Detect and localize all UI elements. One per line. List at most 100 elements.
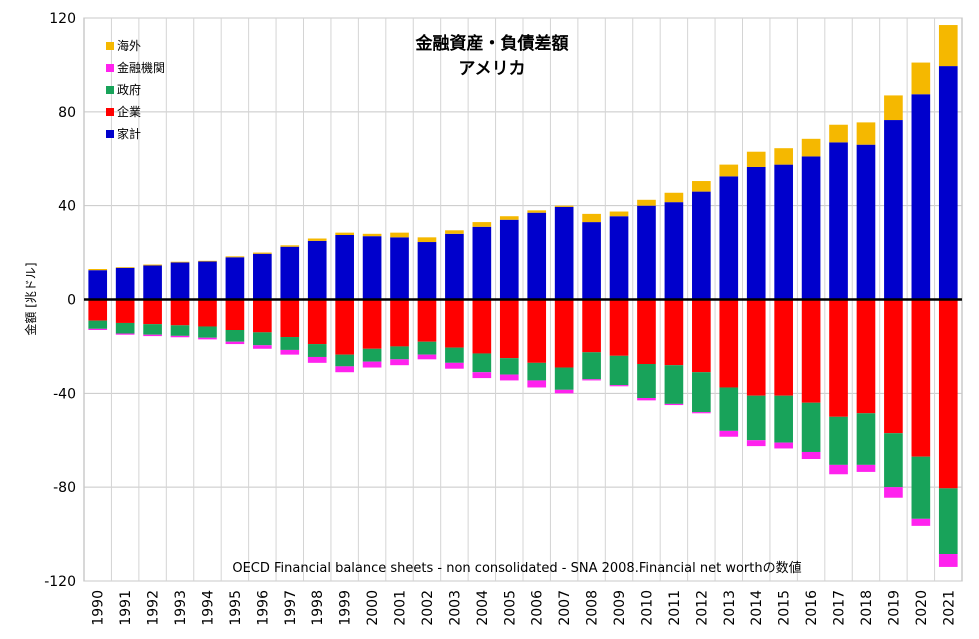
bar-1990-企業 [88, 299, 108, 321]
x-tick-label: 2007 [557, 590, 573, 626]
x-tick-label: 1998 [310, 590, 326, 626]
x-tick-label: 2018 [859, 590, 875, 626]
x-tick-label: 2000 [365, 590, 381, 626]
bar-2012-政府 [692, 372, 711, 413]
bar-2007-金融機関 [554, 389, 574, 394]
bar-2002-政府 [417, 341, 437, 355]
bar-2003-家計 [445, 233, 464, 300]
bar-2011-海外 [664, 192, 684, 203]
bar-1995-政府 [225, 329, 245, 342]
x-tick-label: 1997 [283, 590, 299, 626]
bar-1996-金融機関 [253, 345, 272, 349]
x-tick-label: 2014 [749, 590, 765, 626]
bar-1991-政府 [115, 322, 135, 334]
bar-2009-海外 [609, 211, 629, 217]
y-axis-label: 金額 [兆ドル] [23, 262, 38, 335]
legend-label: 家計 [117, 126, 141, 141]
bar-2006-家計 [527, 212, 547, 300]
bar-2001-金融機関 [390, 359, 409, 366]
bar-2020-政府 [911, 456, 931, 519]
bar-1995-家計 [225, 257, 245, 300]
bar-1992-海外 [143, 264, 162, 266]
bar-2000-金融機関 [362, 361, 382, 368]
bar-2018-家計 [856, 144, 876, 300]
bar-2012-金融機関 [692, 412, 711, 414]
bar-2002-家計 [417, 242, 437, 300]
bar-2007-家計 [554, 206, 574, 300]
bar-2016-海外 [801, 138, 821, 157]
legend-item: 政府 [106, 82, 141, 97]
bar-1991-企業 [115, 299, 135, 323]
x-tick-label: 2016 [804, 590, 820, 626]
x-tick-label: 1996 [255, 590, 271, 626]
bar-1997-金融機関 [280, 349, 300, 355]
chart-subtitle: アメリカ [458, 59, 525, 79]
y-tick-label: 40 [58, 199, 76, 215]
bar-1991-海外 [115, 267, 135, 268]
x-tick-label: 2001 [393, 590, 409, 626]
bar-1999-海外 [335, 232, 354, 235]
legend-item: 金融機関 [106, 60, 165, 75]
legend-swatch [106, 42, 114, 50]
bar-2013-金融機関 [719, 430, 739, 437]
bar-2005-家計 [499, 219, 519, 300]
bar-1999-企業 [335, 299, 354, 355]
bar-2001-海外 [390, 232, 409, 238]
bar-2004-海外 [472, 222, 492, 227]
bar-2016-金融機関 [801, 451, 821, 460]
source-note: OECD Financial balance sheets - non cons… [232, 560, 801, 576]
bar-2011-政府 [664, 365, 684, 404]
bar-1990-政府 [88, 320, 108, 329]
legend-label: 政府 [117, 82, 141, 97]
bar-2015-海外 [774, 148, 793, 165]
bar-2014-金融機関 [746, 440, 766, 447]
bar-2015-家計 [774, 164, 793, 300]
bar-2017-政府 [829, 416, 848, 465]
legend-swatch [106, 108, 114, 116]
bar-1992-家計 [143, 265, 162, 300]
x-tick-label: 1995 [228, 590, 244, 626]
bar-1995-金融機関 [225, 341, 245, 345]
bar-2011-金融機関 [664, 403, 684, 406]
bar-2000-海外 [362, 233, 382, 237]
bar-2001-家計 [390, 237, 409, 300]
bar-2019-政府 [884, 433, 903, 488]
bar-2005-政府 [499, 358, 519, 375]
x-tick-label: 1990 [91, 590, 107, 626]
bar-1990-海外 [88, 269, 108, 271]
x-tick-label: 1994 [200, 590, 216, 626]
bar-2020-海外 [911, 62, 931, 95]
bar-2008-海外 [582, 213, 601, 223]
x-tick-label: 2011 [667, 590, 683, 626]
y-tick-label: -40 [53, 386, 76, 402]
bar-2020-企業 [911, 299, 931, 457]
bar-1994-金融機関 [198, 337, 217, 340]
bar-2020-金融機関 [911, 518, 931, 526]
bar-2000-政府 [362, 348, 382, 362]
bar-1999-政府 [335, 354, 354, 367]
legend-label: 企業 [117, 104, 141, 119]
bar-1993-海外 [170, 261, 190, 263]
bar-2018-政府 [856, 413, 876, 465]
x-tick-label: 2013 [722, 590, 738, 626]
bar-2013-海外 [719, 164, 739, 177]
x-tick-label: 2002 [420, 590, 436, 626]
bar-1996-海外 [253, 252, 272, 254]
bar-1994-海外 [198, 260, 217, 262]
x-tick-labels: 1990 1991 1992 1993 1994 1995 1996 1997 1998 1999… [91, 590, 958, 626]
bar-2006-金融機関 [527, 380, 547, 388]
y-tick-label: 120 [49, 11, 76, 27]
bar-2012-企業 [692, 299, 711, 373]
bar-1997-海外 [280, 245, 300, 247]
bar-2008-企業 [582, 299, 601, 353]
y-tick-label: -80 [53, 480, 76, 496]
bar-1996-家計 [253, 253, 272, 300]
bar-1999-家計 [335, 234, 354, 300]
bar-2008-家計 [582, 222, 601, 300]
bar-2008-金融機関 [582, 379, 601, 381]
bar-2018-企業 [856, 299, 876, 414]
x-tick-label: 2021 [941, 590, 957, 626]
bar-2003-金融機関 [445, 362, 464, 369]
bar-2021-企業 [938, 299, 958, 489]
